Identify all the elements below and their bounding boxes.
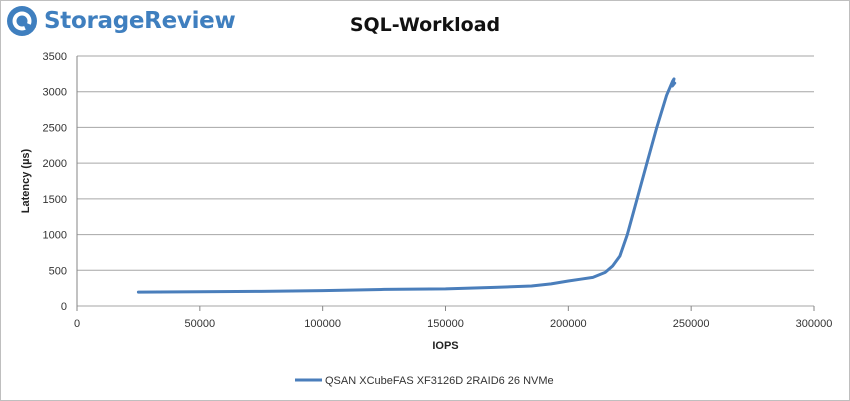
y-tick-label: 1000: [43, 230, 67, 242]
y-axis-label: Latency (µs): [20, 148, 32, 213]
y-tick-label: 0: [61, 301, 67, 313]
series-line: [136, 77, 677, 294]
chart-title: SQL-Workload: [349, 14, 501, 36]
y-tick-label: 3000: [43, 87, 67, 99]
x-tick-label: 250000: [673, 318, 710, 330]
x-tick-label: 150000: [427, 318, 464, 330]
brand-logo: StorageReview: [6, 4, 236, 38]
x-axis-label: IOPS: [432, 340, 458, 352]
y-tick-label: 1500: [43, 194, 67, 206]
storagereview-logo-icon: [7, 6, 37, 36]
x-tick-label: 300000: [796, 318, 833, 330]
x-tick-label: 0: [74, 318, 80, 330]
y-tick-label: 500: [49, 265, 67, 277]
x-tick-label: 100000: [304, 318, 341, 330]
brand-name: StorageReview: [44, 8, 236, 34]
y-tick-label: 3500: [43, 51, 67, 63]
legend-label: QSAN XCubeFAS XF3126D 2RAID6 26 NVMe: [325, 375, 554, 387]
y-tick-label: 2500: [43, 122, 67, 134]
x-tick-label: 200000: [550, 318, 587, 330]
x-tick-label: 50000: [185, 318, 216, 330]
y-tick-label: 2000: [43, 158, 67, 170]
